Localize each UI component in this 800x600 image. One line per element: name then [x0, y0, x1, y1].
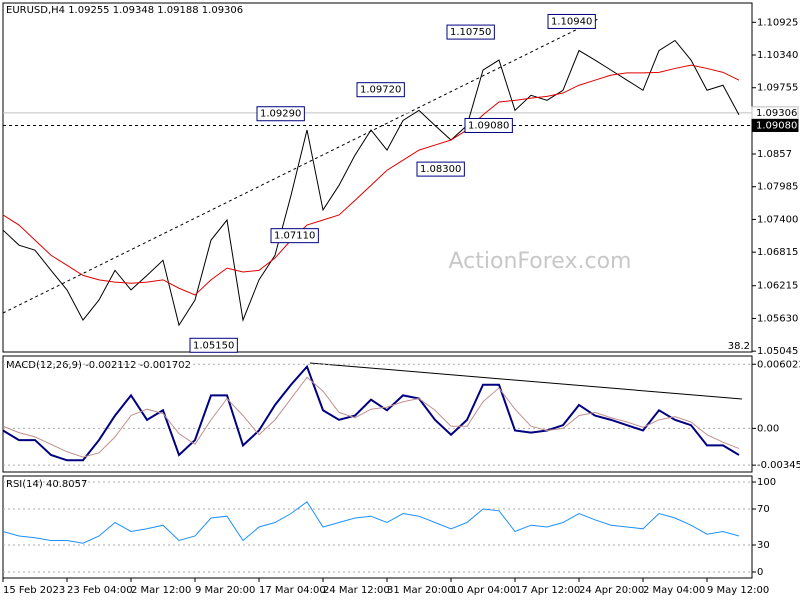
price-annotation-label: 1.09290 — [260, 109, 301, 120]
y-tick-label: 0.006023 — [757, 359, 800, 370]
y-tick-label: 1.10340 — [757, 50, 798, 61]
series-line — [2, 364, 740, 462]
y-tick-label: 1.10925 — [757, 17, 798, 28]
x-tick-label: 17 Mar 04:00 — [259, 585, 326, 596]
price-annotation-label: 1.07110 — [274, 231, 315, 242]
y-tick-label: 1.07400 — [757, 214, 798, 225]
rsi-title: RSI(14) 40.8057 — [6, 479, 87, 490]
watermark: ActionForex.com — [449, 249, 632, 274]
price-annotation-box — [356, 82, 405, 98]
series-line — [2, 64, 740, 296]
x-tick-label: 2 May 04:00 — [643, 585, 705, 596]
fib-label: 38.2 — [728, 341, 750, 352]
price-annotation-box — [464, 117, 513, 133]
y-tick-label: 1.06815 — [757, 247, 798, 258]
y-tick-label: 0 — [757, 567, 763, 578]
series-line — [2, 376, 740, 458]
x-tick-label: 24 Mar 12:00 — [323, 585, 390, 596]
y-tick-label: 1.05630 — [757, 313, 798, 324]
x-tick-label: 15 Feb 2023 — [3, 585, 65, 596]
macd-title: MACD(12,26,9) -0.002112 -0.001702 — [6, 360, 191, 371]
y-tick-label: 70 — [757, 504, 770, 515]
price-annotation-label: 1.10750 — [450, 27, 491, 38]
x-tick-label: 10 Apr 04:00 — [451, 585, 516, 596]
y-tick-label: 1.07985 — [757, 182, 798, 193]
price-marker-label: 1.09306 — [756, 108, 797, 119]
price-annotation-label: 1.10940 — [551, 16, 592, 27]
price-title: EURUSD,H4 1.09255 1.09348 1.09188 1.0930… — [6, 5, 243, 16]
price-annotation-label: 1.09080 — [468, 120, 509, 131]
y-tick-label: 1.0857 — [757, 149, 792, 160]
price-annotation-box — [547, 13, 596, 29]
x-tick-label: 23 Feb 04:00 — [67, 585, 133, 596]
x-tick-label: 9 May 12:00 — [707, 585, 769, 596]
price-annotation-box — [189, 337, 238, 353]
y-tick-label: -0.003456 — [757, 460, 800, 471]
series-line — [2, 39, 740, 327]
macd-trend-line — [309, 362, 743, 400]
y-tick-label: 0.00 — [757, 423, 779, 434]
macd-panel — [2, 355, 753, 473]
y-tick-label: 1.05045 — [757, 346, 798, 357]
x-tick-label: 9 Mar 20:00 — [195, 585, 255, 596]
price-panel — [2, 2, 753, 353]
price-annotation-box — [416, 161, 465, 177]
series-line — [2, 501, 740, 544]
rsi-panel — [2, 475, 753, 579]
y-tick-label: 30 — [757, 540, 770, 551]
price-annotation-box — [256, 106, 305, 122]
x-tick-label: 2 Mar 12:00 — [131, 585, 191, 596]
y-tick-label: 1.09755 — [757, 83, 798, 94]
price-marker — [751, 106, 799, 120]
price-annotation-box — [446, 24, 495, 40]
price-marker-label: 1.09080 — [756, 120, 797, 131]
x-tick-label: 17 Apr 12:00 — [515, 585, 580, 596]
price-annotation-box — [270, 228, 319, 244]
price-marker — [751, 118, 799, 132]
y-tick-label: 1.06215 — [757, 281, 798, 292]
price-annotation-label: 1.09720 — [360, 85, 401, 96]
price-annotation-label: 1.08300 — [420, 164, 461, 175]
x-tick-label: 31 Mar 20:00 — [387, 585, 454, 596]
price-annotation-label: 1.05150 — [193, 340, 234, 351]
y-tick-label: 100 — [757, 477, 776, 488]
x-tick-label: 24 Apr 20:00 — [579, 585, 644, 596]
trend-line — [2, 17, 601, 314]
